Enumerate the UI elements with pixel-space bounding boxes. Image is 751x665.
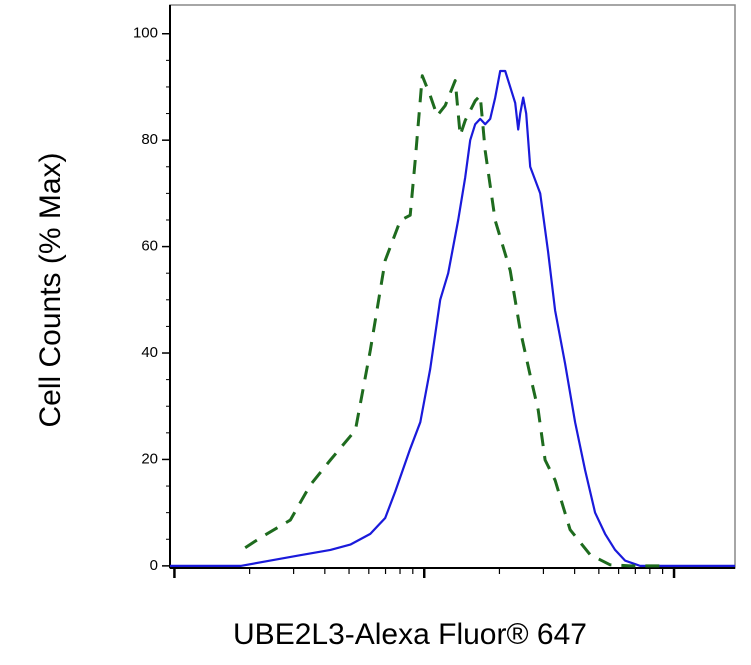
- y-tick-label: 0: [150, 557, 158, 574]
- y-tick-label: 80: [141, 131, 158, 148]
- y-tick-label: 100: [133, 25, 158, 42]
- x-axis-label: UBE2L3-Alexa Fluor® 647: [233, 618, 587, 651]
- series-line: [170, 69, 735, 567]
- y-axis-label: Cell Counts (% Max): [34, 152, 67, 427]
- y-tick-label: 40: [141, 344, 158, 361]
- plot-frame: [169, 4, 736, 569]
- y-tick-label: 20: [141, 450, 158, 467]
- y-tick-label: 60: [141, 238, 158, 255]
